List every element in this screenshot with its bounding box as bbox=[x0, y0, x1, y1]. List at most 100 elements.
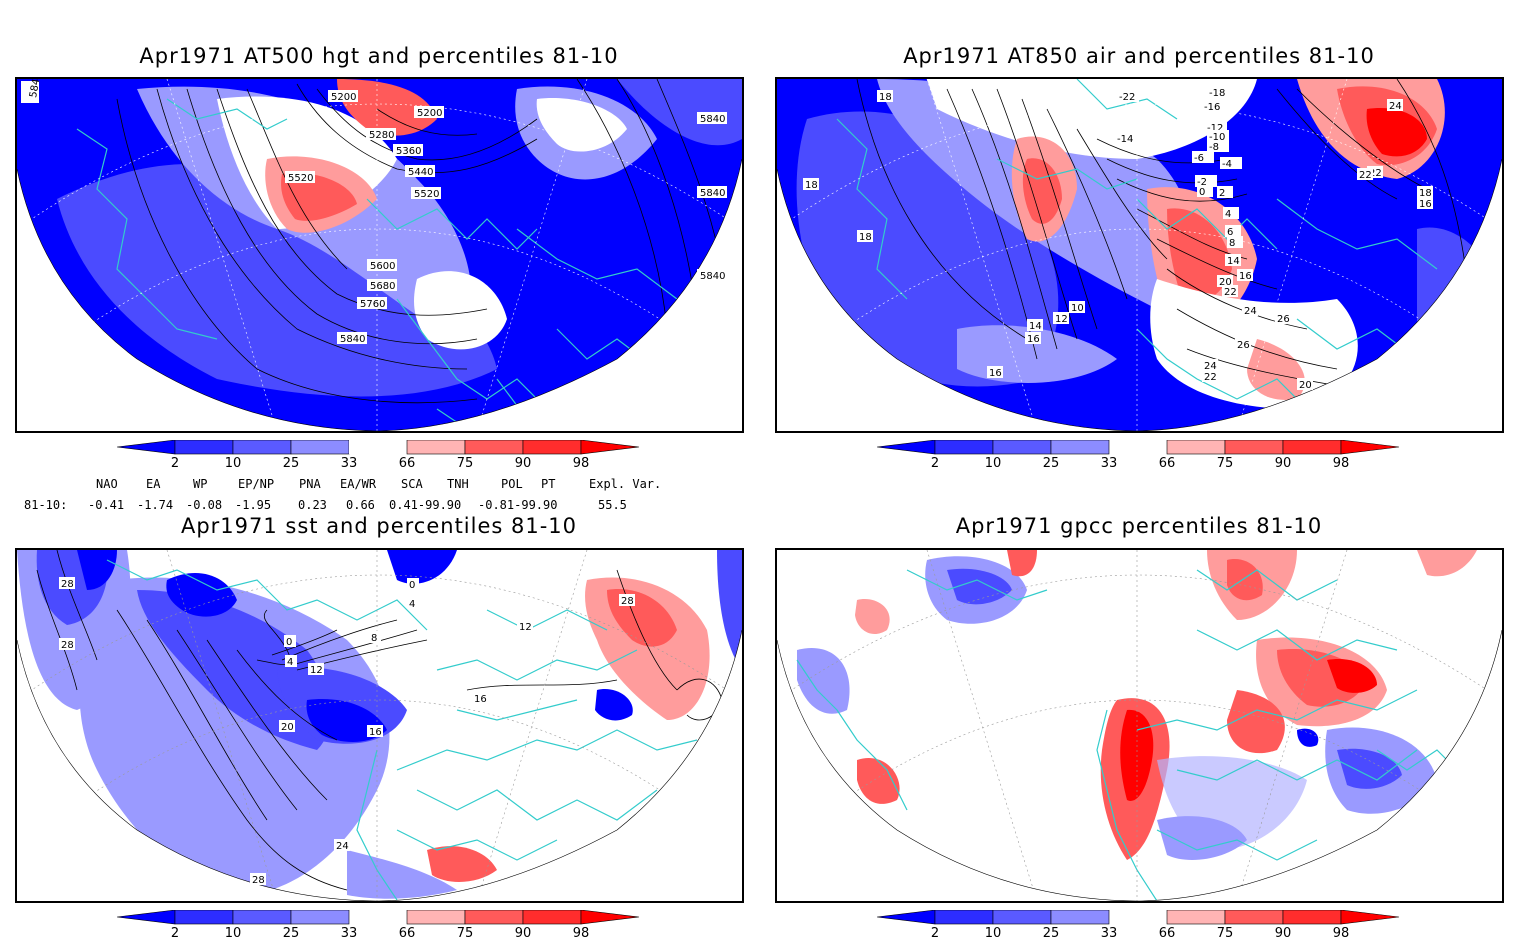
svg-text:8: 8 bbox=[1229, 238, 1235, 249]
idx-header-pol: POL bbox=[501, 477, 523, 491]
svg-text:20: 20 bbox=[1219, 277, 1232, 288]
svg-text:25: 25 bbox=[1043, 926, 1060, 940]
svg-text:5360: 5360 bbox=[396, 146, 421, 157]
svg-text:5840: 5840 bbox=[28, 79, 43, 99]
idx-value-sca: 0.41-99.90 bbox=[389, 498, 462, 512]
svg-text:66: 66 bbox=[1159, 456, 1176, 470]
svg-text:20: 20 bbox=[281, 722, 294, 733]
svg-text:16: 16 bbox=[1419, 199, 1432, 210]
svg-text:66: 66 bbox=[399, 456, 416, 470]
svg-text:22: 22 bbox=[1224, 287, 1237, 298]
svg-text:-12: -12 bbox=[1207, 123, 1223, 134]
svg-text:22: 22 bbox=[1369, 168, 1382, 179]
idx-value-pol: -0.81-99.90 bbox=[478, 498, 558, 512]
air-contour-labels: 18 18 18 16 16 14 12 10 -22 -16 -18 -14 … bbox=[803, 86, 1433, 391]
svg-text:6: 6 bbox=[1227, 227, 1233, 238]
svg-text:14: 14 bbox=[1029, 321, 1042, 332]
svg-text:26: 26 bbox=[1237, 340, 1250, 351]
idx-value-explvar: 55.5 bbox=[598, 498, 627, 512]
idx-header-explvar: Expl. Var. bbox=[589, 477, 662, 491]
idx-header-pna: PNA bbox=[299, 477, 321, 491]
svg-text:5520: 5520 bbox=[414, 189, 439, 200]
svg-text:2: 2 bbox=[931, 456, 939, 470]
svg-text:-2: -2 bbox=[1197, 177, 1207, 188]
sst-contour-labels: 28 28 28 20 16 24 28 0 4 8 12 4 0 16 12 bbox=[59, 577, 635, 886]
svg-text:98: 98 bbox=[1333, 926, 1350, 940]
svg-text:75: 75 bbox=[1217, 456, 1234, 470]
svg-text:28: 28 bbox=[621, 596, 634, 607]
idx-header-tnh: TNH bbox=[447, 477, 469, 491]
svg-text:25: 25 bbox=[1043, 456, 1060, 470]
air-panel-title: Apr1971 AT850 air and percentiles 81-10 bbox=[903, 44, 1375, 68]
idx-header-eawr: EA/WR bbox=[340, 477, 377, 491]
idx-header-ea: EA bbox=[146, 477, 161, 491]
svg-text:16: 16 bbox=[369, 727, 382, 738]
hgt-contour-labels: 5840 5840 5840 5840 5200 5200 5280 5360 … bbox=[21, 79, 727, 345]
svg-text:98: 98 bbox=[573, 456, 590, 470]
svg-text:-18: -18 bbox=[1209, 88, 1225, 99]
svg-text:16: 16 bbox=[1027, 334, 1040, 345]
idx-header-sca: SCA bbox=[401, 477, 423, 491]
svg-text:90: 90 bbox=[1275, 926, 1292, 940]
svg-text:66: 66 bbox=[1159, 926, 1176, 940]
idx-header-pt: PT bbox=[541, 477, 556, 491]
gpcc-map bbox=[775, 548, 1504, 903]
svg-text:25: 25 bbox=[283, 926, 300, 940]
svg-text:28: 28 bbox=[61, 579, 74, 590]
svg-text:-4: -4 bbox=[1222, 159, 1232, 170]
svg-text:5600: 5600 bbox=[370, 261, 395, 272]
idx-header-nao: NAO bbox=[96, 477, 118, 491]
svg-text:25: 25 bbox=[283, 456, 300, 470]
svg-text:33: 33 bbox=[341, 456, 358, 470]
svg-text:5840: 5840 bbox=[700, 271, 725, 282]
svg-text:28: 28 bbox=[252, 875, 265, 886]
svg-text:-14: -14 bbox=[1117, 134, 1133, 145]
svg-text:0: 0 bbox=[1199, 187, 1205, 198]
svg-text:26: 26 bbox=[1277, 314, 1290, 325]
svg-text:18: 18 bbox=[1419, 188, 1432, 199]
svg-text:0: 0 bbox=[286, 637, 292, 648]
idx-row-label: 81-10: bbox=[24, 498, 68, 512]
svg-text:5680: 5680 bbox=[370, 281, 395, 292]
svg-text:33: 33 bbox=[1101, 456, 1118, 470]
svg-text:2: 2 bbox=[171, 926, 179, 940]
svg-text:5520: 5520 bbox=[288, 173, 313, 184]
colorbar-bottom-left: 2 10 25 33 66 75 90 98 bbox=[116, 909, 642, 941]
svg-text:90: 90 bbox=[515, 926, 532, 940]
svg-text:98: 98 bbox=[573, 926, 590, 940]
svg-text:75: 75 bbox=[457, 926, 474, 940]
svg-text:75: 75 bbox=[457, 456, 474, 470]
sst-panel-title: Apr1971 sst and percentiles 81-10 bbox=[180, 514, 578, 538]
air-map: 18 18 18 16 16 14 12 10 -22 -16 -18 -14 … bbox=[775, 77, 1504, 433]
svg-text:0: 0 bbox=[409, 580, 415, 591]
svg-text:-10: -10 bbox=[1209, 132, 1225, 143]
svg-text:2: 2 bbox=[931, 926, 939, 940]
svg-text:12: 12 bbox=[1055, 314, 1068, 325]
idx-header-epnp: EP/NP bbox=[238, 477, 275, 491]
svg-text:-8: -8 bbox=[1209, 142, 1219, 153]
svg-text:5840: 5840 bbox=[340, 334, 365, 345]
idx-value-wp: -0.08 bbox=[186, 498, 223, 512]
colorbar-top-left: 2 10 25 33 66 75 90 98 bbox=[116, 439, 642, 471]
svg-text:24: 24 bbox=[1244, 306, 1257, 317]
svg-text:4: 4 bbox=[409, 599, 415, 610]
svg-text:18: 18 bbox=[859, 232, 872, 243]
colorbar-bottom-right: 2 10 25 33 66 75 90 98 bbox=[876, 909, 1402, 941]
svg-text:5840: 5840 bbox=[700, 188, 725, 199]
svg-text:16: 16 bbox=[474, 694, 487, 705]
svg-text:14: 14 bbox=[1227, 256, 1240, 267]
svg-text:12: 12 bbox=[519, 622, 532, 633]
svg-text:90: 90 bbox=[1275, 456, 1292, 470]
svg-text:20: 20 bbox=[1299, 380, 1312, 391]
idx-header-wp: WP bbox=[193, 477, 208, 491]
sst-map: 28 28 28 20 16 24 28 0 4 8 12 4 0 16 12 bbox=[15, 548, 744, 903]
idx-value-epnp: -1.95 bbox=[235, 498, 272, 512]
idx-value-nao: -0.41 bbox=[88, 498, 125, 512]
svg-text:22: 22 bbox=[1359, 170, 1372, 181]
svg-text:12: 12 bbox=[310, 665, 323, 676]
svg-text:10: 10 bbox=[985, 926, 1002, 940]
hgt-map: 5840 5840 5840 5840 5200 5200 5280 5360 … bbox=[15, 77, 744, 433]
svg-text:4: 4 bbox=[287, 657, 293, 668]
idx-value-ea: -1.74 bbox=[137, 498, 174, 512]
svg-text:33: 33 bbox=[341, 926, 358, 940]
